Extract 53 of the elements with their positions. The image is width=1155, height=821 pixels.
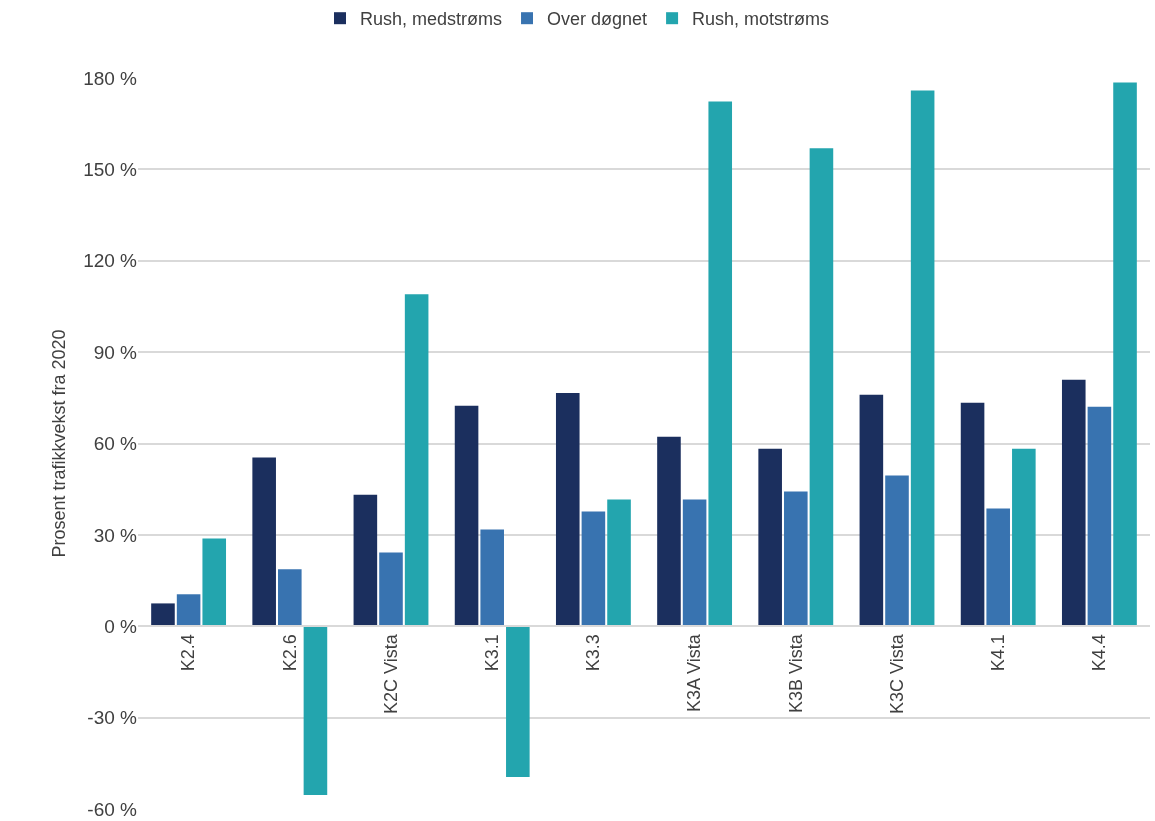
- x-tick-label: K2.6: [279, 634, 300, 672]
- bar: [885, 475, 909, 627]
- bar: [859, 394, 884, 627]
- bar: [278, 569, 302, 627]
- bar: [910, 90, 935, 627]
- bar: [151, 603, 175, 627]
- x-tick-label: K3A Vista: [684, 633, 705, 712]
- bar: [353, 494, 378, 627]
- x-tick-label: K2.4: [178, 634, 199, 672]
- bar: [480, 529, 504, 627]
- bar: [1087, 406, 1112, 627]
- y-tick-label: 0 %: [104, 615, 138, 637]
- bar: [657, 436, 681, 627]
- bar: [986, 508, 1010, 627]
- bar: [404, 294, 429, 627]
- bar: [758, 448, 782, 627]
- y-axis-title: Prosent trafikkvekst fra 2020: [49, 329, 70, 558]
- bar: [379, 552, 403, 627]
- bar: [809, 148, 834, 627]
- bar: [784, 491, 808, 627]
- bar: [252, 457, 276, 627]
- x-tick-label: K3.3: [583, 634, 604, 672]
- bar: [1113, 82, 1137, 627]
- bar: [1012, 448, 1036, 627]
- bar: [1061, 379, 1086, 627]
- bar: [708, 101, 733, 627]
- y-tick-label: 60 %: [93, 433, 138, 455]
- bar: [555, 392, 580, 627]
- bar: [607, 499, 631, 627]
- bar: [303, 626, 328, 795]
- bar: [202, 538, 227, 627]
- bar: [960, 402, 985, 627]
- bar: [176, 594, 201, 627]
- y-tick-label: -30 %: [87, 707, 138, 729]
- y-tick-label: 30 %: [93, 524, 138, 546]
- legend-label: Over døgnet: [547, 9, 648, 30]
- x-tick-label: K4.4: [1089, 634, 1110, 672]
- x-tick-label: K4.1: [988, 634, 1009, 672]
- y-tick-label: 120 %: [83, 250, 138, 272]
- x-tick-label: K3C Vista: [886, 633, 907, 714]
- y-tick-label: 90 %: [93, 341, 138, 363]
- y-tick-label: -60 %: [87, 798, 138, 820]
- x-tick-label: K3B Vista: [785, 633, 806, 713]
- x-tick-label: K2C Vista: [380, 633, 401, 714]
- y-tick-label: 180 %: [83, 67, 138, 89]
- legend-label: Rush, medstrøms: [360, 9, 503, 30]
- x-tick-label: K3.1: [482, 634, 503, 672]
- legend-label: Rush, motstrøms: [692, 9, 830, 30]
- bar: [682, 499, 707, 627]
- bar: [506, 626, 530, 778]
- bar: [581, 511, 606, 627]
- y-tick-label: 150 %: [83, 159, 138, 181]
- bar: [454, 405, 479, 627]
